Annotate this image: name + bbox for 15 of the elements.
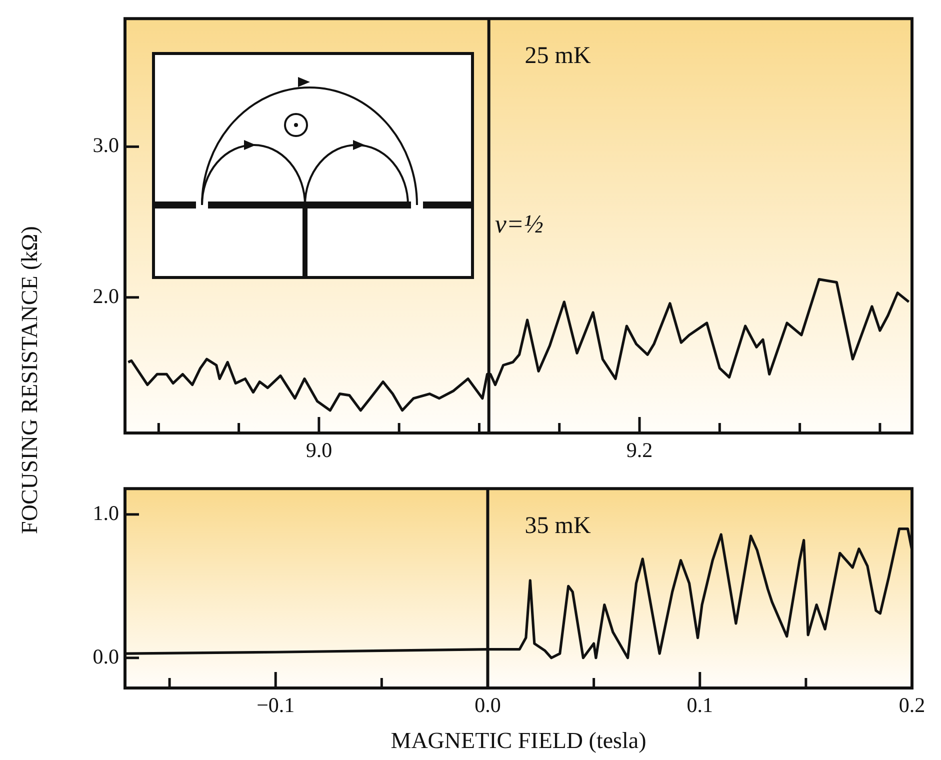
annotation: 35 mK (524, 512, 592, 539)
annotation: 25 mK (524, 42, 592, 69)
y-tick-label: 2.0 (92, 284, 119, 308)
x-tick-label: 9.2 (626, 438, 653, 462)
x-tick-label: 0.0 (474, 693, 501, 718)
x-tick-label: 0.2 (898, 693, 926, 718)
x-tick-label: 0.1 (686, 693, 713, 718)
ref-line-label: ν=½ (494, 210, 544, 239)
y-tick-label: 1.0 (92, 500, 119, 525)
x-tick-label: −0.1 (256, 693, 295, 718)
y-tick-label: 3.0 (92, 133, 119, 158)
y-tick-label: 0.0 (92, 644, 119, 668)
y-axis-title: FOCUSING RESISTANCE (kΩ) (17, 226, 43, 534)
x-tick-label: 9.0 (306, 438, 332, 462)
x-axis-title: MAGNETIC FIELD (tesla) (390, 728, 646, 754)
